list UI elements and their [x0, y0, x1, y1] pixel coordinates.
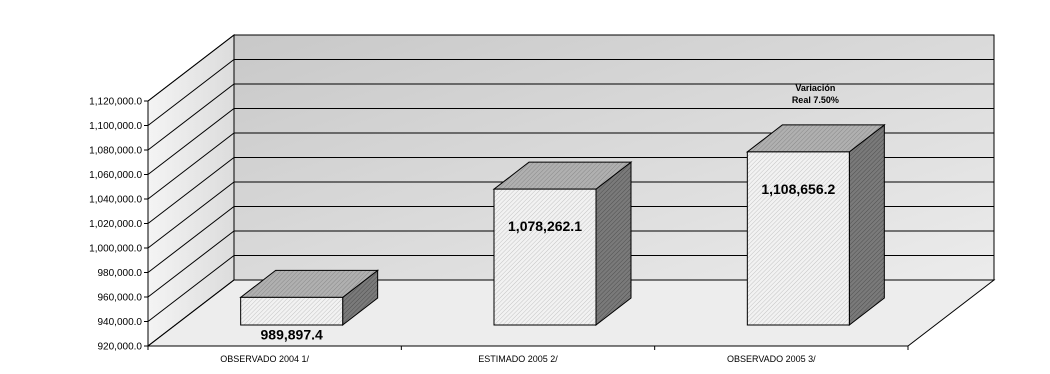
bar [239, 269, 380, 327]
x-category-label: OBSERVADO 2004 1/ [220, 354, 309, 364]
y-tick-label: 940,000.0 [98, 317, 143, 328]
y-tick-label: 1,020,000.0 [89, 219, 142, 230]
gridline [147, 181, 994, 249]
bar-front [240, 296, 344, 326]
bar-side [848, 123, 885, 327]
gridline [147, 34, 994, 102]
bar-front [493, 188, 597, 326]
bar-value-label: 989,897.4 [261, 326, 323, 342]
y-tick-label: 1,120,000.0 [89, 97, 142, 108]
gridline [147, 279, 994, 347]
gridlines [147, 34, 994, 347]
bar-value-label: 1,078,262.1 [508, 218, 582, 234]
y-tick-label: 1,080,000.0 [89, 146, 142, 157]
data-labels: 989,897.4 1,078,262.1 1,108,656.2 [261, 181, 836, 342]
x-category-label: ESTIMADO 2005 2/ [478, 354, 558, 364]
y-tick-label: 1,040,000.0 [89, 195, 142, 206]
bar [492, 161, 633, 327]
bar-side [595, 161, 632, 327]
gridline [147, 132, 994, 200]
y-tick-label: 1,060,000.0 [89, 170, 142, 181]
bar-value-label: 1,108,656.2 [761, 181, 835, 197]
y-tick-label: 920,000.0 [98, 342, 143, 353]
y-tick-label: 980,000.0 [98, 268, 143, 279]
gridline [147, 255, 994, 322]
gridline [147, 230, 994, 298]
x-category-label: OBSERVADO 2005 3/ [727, 354, 816, 364]
gridline [147, 59, 994, 126]
y-tick-label: 1,000,000.0 [89, 244, 142, 255]
gridline [147, 157, 994, 224]
annotation-line-1: Variación [795, 83, 835, 93]
gridline [147, 83, 994, 151]
y-axis-ticks: 920,000.0 940,000.0 960,000.0 980,000.0 1,00… [89, 97, 148, 353]
bar-front [746, 151, 850, 326]
bars [239, 123, 886, 327]
gridline [147, 108, 994, 175]
y-tick-label: 1,100,000.0 [89, 121, 142, 132]
y-tick-label: 960,000.0 [98, 293, 143, 304]
annotation-line-2: Real 7.50% [792, 95, 839, 105]
bar [745, 123, 886, 327]
gridline [147, 206, 994, 273]
annotation: Variación Real 7.50% [792, 83, 839, 105]
x-axis-categories: OBSERVADO 2004 1/ESTIMADO 2005 2/OBSERVA… [147, 346, 909, 364]
